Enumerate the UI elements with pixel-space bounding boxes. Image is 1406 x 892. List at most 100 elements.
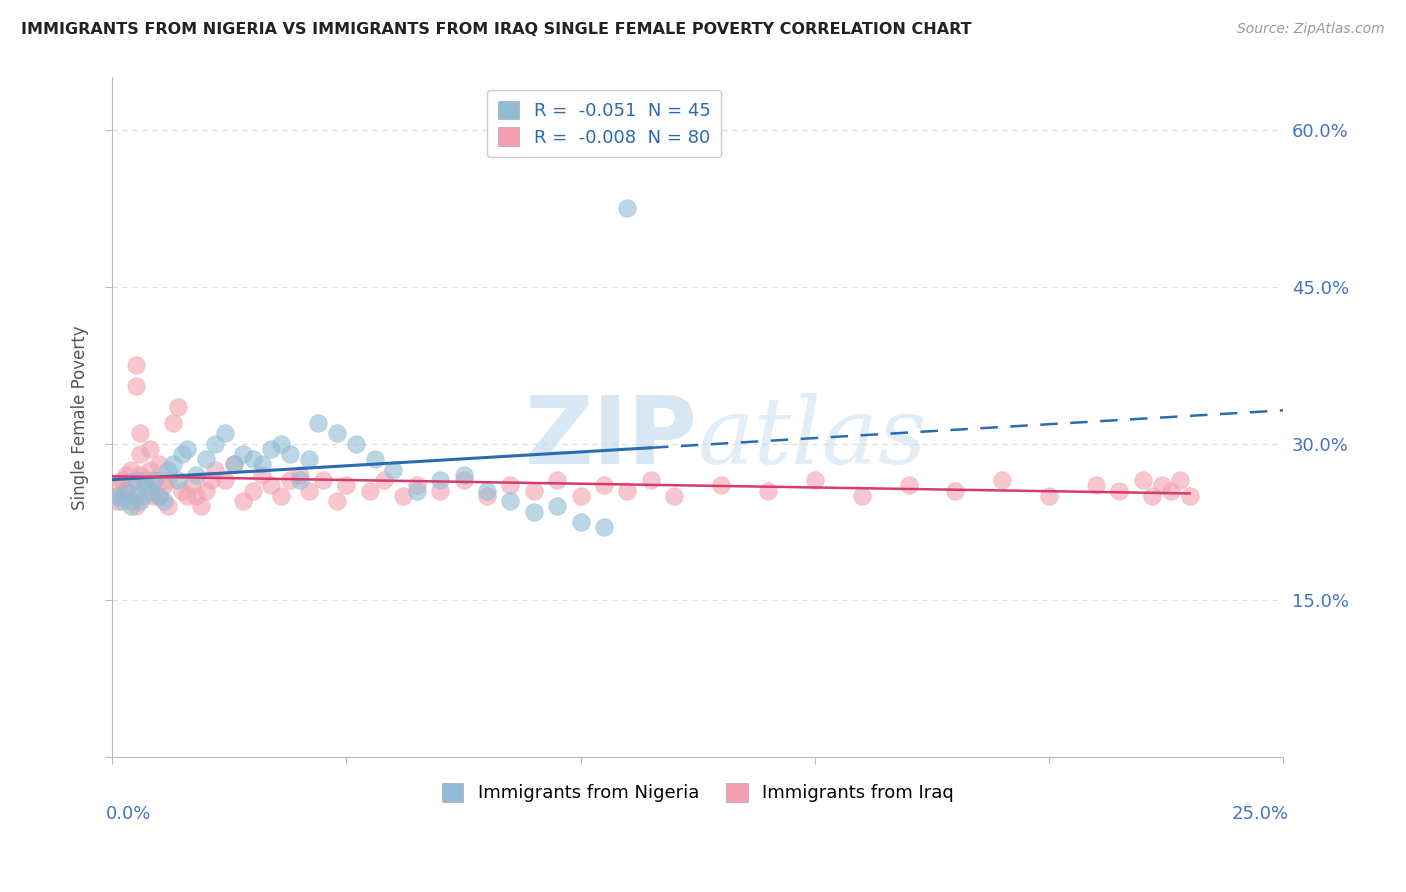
Point [120, 494, 142, 508]
Point [288, 473, 311, 487]
Point [260, 442, 283, 456]
Point [148, 489, 170, 503]
Point [391, 489, 413, 503]
Point [373, 473, 395, 487]
Point [991, 473, 1014, 487]
Point [105, 478, 128, 492]
Point [640, 473, 662, 487]
Point [429, 473, 451, 487]
Point [129, 467, 152, 482]
Point [129, 426, 152, 441]
Point [115, 483, 138, 498]
Point [143, 489, 166, 503]
Point [363, 452, 385, 467]
Point [1108, 483, 1130, 498]
Point [569, 489, 592, 503]
Point [186, 489, 208, 503]
Point [148, 458, 170, 472]
Point [204, 436, 226, 450]
Point [523, 483, 546, 498]
Point [499, 478, 522, 492]
Point [1132, 473, 1154, 487]
Point [124, 489, 146, 503]
Point [120, 500, 142, 514]
Point [593, 520, 616, 534]
Point [756, 483, 779, 498]
Point [546, 473, 568, 487]
Point [1150, 478, 1173, 492]
Point [222, 458, 245, 472]
Point [616, 483, 638, 498]
Point [134, 489, 156, 503]
Point [1038, 489, 1060, 503]
Point [897, 478, 920, 492]
Point [157, 473, 180, 487]
Point [405, 478, 427, 492]
Point [222, 458, 245, 472]
Point [143, 473, 166, 487]
Point [335, 478, 357, 492]
Point [499, 494, 522, 508]
Point [110, 489, 132, 503]
Point [1178, 489, 1201, 503]
Point [124, 379, 146, 393]
Point [194, 452, 217, 467]
Point [359, 483, 381, 498]
Point [152, 494, 174, 508]
Point [186, 467, 208, 482]
Point [152, 478, 174, 492]
Point [190, 500, 212, 514]
Point [593, 478, 616, 492]
Point [616, 201, 638, 215]
Point [288, 467, 311, 482]
Text: atlas: atlas [697, 392, 928, 483]
Point [242, 483, 264, 498]
Point [242, 452, 264, 467]
Point [453, 467, 475, 482]
Y-axis label: Single Female Poverty: Single Female Poverty [72, 325, 89, 509]
Point [1084, 478, 1107, 492]
Point [105, 494, 128, 508]
Point [475, 483, 498, 498]
Point [804, 473, 827, 487]
Point [664, 489, 686, 503]
Point [429, 483, 451, 498]
Point [115, 467, 138, 482]
Point [710, 478, 733, 492]
Point [172, 483, 194, 498]
Point [162, 458, 184, 472]
Point [1168, 473, 1191, 487]
Text: ZIP: ZIP [524, 392, 697, 483]
Text: Source: ZipAtlas.com: Source: ZipAtlas.com [1237, 22, 1385, 37]
Point [162, 416, 184, 430]
Point [546, 500, 568, 514]
Point [194, 483, 217, 498]
Point [120, 463, 142, 477]
Point [124, 500, 146, 514]
Point [344, 436, 367, 450]
Point [204, 463, 226, 477]
Point [214, 426, 236, 441]
Point [148, 489, 170, 503]
Point [134, 478, 156, 492]
Point [382, 463, 405, 477]
Point [1140, 489, 1163, 503]
Point [312, 473, 335, 487]
Point [475, 489, 498, 503]
Point [232, 494, 254, 508]
Text: 0.0%: 0.0% [107, 805, 152, 823]
Point [260, 478, 283, 492]
Point [232, 447, 254, 461]
Point [180, 478, 202, 492]
Point [124, 473, 146, 487]
Point [278, 447, 301, 461]
Point [129, 447, 152, 461]
Point [138, 483, 160, 498]
Point [405, 483, 427, 498]
Point [105, 489, 128, 503]
Point [298, 483, 321, 498]
Point [176, 442, 198, 456]
Point [326, 494, 349, 508]
Point [110, 494, 132, 508]
Point [166, 400, 188, 414]
